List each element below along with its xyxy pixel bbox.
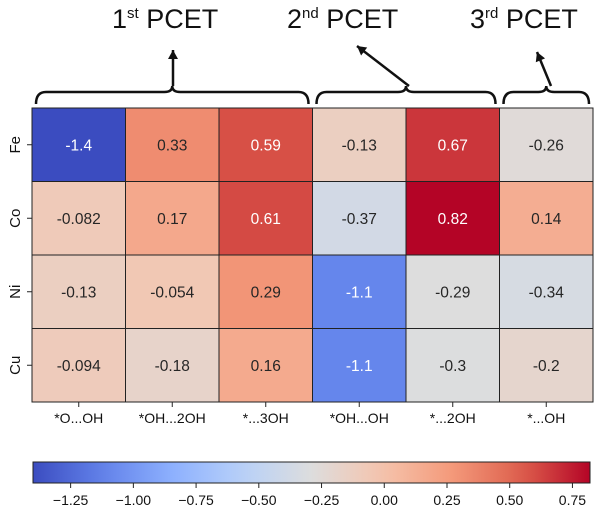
cell-value-label: 0.33 (157, 137, 187, 154)
column-label: *O...OH (54, 410, 103, 426)
group-bracket (502, 85, 591, 105)
heatmap-cell (499, 254, 594, 329)
heatmap-cell (218, 181, 313, 256)
arrow-head (168, 50, 178, 59)
colorbar-tick-label: −0.50 (241, 492, 277, 508)
cell-value-label: 0.59 (251, 137, 281, 154)
header-3rd-pcet: 3rd PCET (470, 4, 578, 35)
arrow-head (535, 52, 546, 63)
cell-value-label: -0.13 (342, 137, 377, 154)
colorbar-tick-label: −1.00 (116, 492, 152, 508)
cell-value-label: 0.82 (438, 211, 468, 228)
colorbar-tick-label: −0.25 (304, 492, 340, 508)
header-1st-pcet: 1st PCET (112, 4, 218, 35)
heatmap-cell (218, 107, 313, 182)
header-text: PCET (318, 4, 399, 34)
header-number: 3 (470, 4, 486, 34)
cell-value-label: 0.67 (438, 137, 468, 154)
colorbar-tick-label: −1.25 (53, 492, 89, 508)
cell-value-label: -1.1 (346, 284, 373, 301)
column-label: *OH...2OH (139, 410, 206, 426)
cell-value-label: -0.2 (533, 358, 560, 375)
arrow-line (356, 45, 410, 87)
colorbar-tick-label: 0.50 (496, 492, 523, 508)
colorbar-tick-label: 0.25 (433, 492, 460, 508)
heatmap-cell (125, 328, 220, 403)
heatmap-cell (499, 181, 594, 256)
cell-value-label: -0.34 (529, 284, 565, 301)
heatmap-cell (125, 254, 220, 329)
heatmap-cell (405, 328, 500, 403)
cell-value-label: -0.094 (57, 358, 101, 375)
column-label: *...OH (527, 410, 565, 426)
cell-value-label: 0.14 (531, 211, 562, 228)
header-number: 2 (287, 4, 303, 34)
cell-value-label: 0.16 (251, 358, 281, 375)
heatmap-cell (499, 107, 594, 182)
row-label: Fe (7, 136, 24, 154)
heatmap-cell (499, 328, 594, 403)
cell-value-label: -0.29 (435, 284, 470, 301)
cell-value-label: -0.26 (529, 137, 564, 154)
cell-value-label: -0.3 (439, 358, 466, 375)
header-2nd-pcet: 2nd PCET (287, 4, 398, 35)
heatmap-cell (405, 107, 500, 182)
cell-value-label: -1.4 (65, 137, 92, 154)
cell-value-label: 0.61 (251, 211, 281, 228)
group-bracket (315, 85, 497, 105)
cell-value-label: -0.13 (61, 284, 96, 301)
column-label: *...3OH (243, 410, 289, 426)
column-label: *OH...OH (330, 410, 389, 426)
cell-value-label: -0.082 (57, 211, 101, 228)
row-label: Cu (7, 356, 24, 375)
column-label: *...2OH (430, 410, 476, 426)
cell-value-label: 0.17 (157, 211, 187, 228)
heatmap-cells: -1.4 0.33 0.59 -0.13 0.67 -0.26 -0.082 0.17 0.61… (31, 107, 594, 403)
header-text: PCET (498, 4, 578, 34)
heatmap-cell (312, 181, 407, 256)
heatmap-cell (405, 181, 500, 256)
colorbar-tick-label: −0.75 (178, 492, 214, 508)
cell-value-label: 0.29 (251, 284, 281, 301)
header-number: 1 (112, 4, 128, 34)
row-label: Co (7, 209, 24, 228)
header-ordinal: rd (485, 5, 499, 22)
header-text: PCET (138, 4, 219, 34)
colorbar-gradient (32, 461, 591, 484)
group-brackets (34, 45, 591, 105)
cell-value-label: -0.054 (150, 284, 194, 301)
heatmap-cell (31, 328, 126, 403)
heatmap-cell (312, 328, 407, 403)
group-bracket (34, 85, 310, 105)
header-ordinal: nd (302, 5, 319, 22)
colorbar-tick-label: 0.00 (371, 492, 398, 508)
heatmap-cell (312, 107, 407, 182)
heatmap-cell (31, 107, 126, 182)
colorbar: −1.25 −1.00 −0.75 −0.50 −0.25 0.00 0.25 0.50 0.7… (32, 461, 591, 508)
cell-value-label: -0.18 (155, 358, 190, 375)
row-label: Ni (7, 285, 24, 299)
row-labels: Fe Co Ni Cu (7, 136, 32, 375)
header-ordinal: st (127, 5, 139, 22)
column-labels: *O...OH *OH...2OH *...3OH *OH...OH *...2OH *.… (54, 402, 565, 426)
heatmap-cell (312, 254, 407, 329)
cell-value-label: -1.1 (346, 358, 373, 375)
colorbar-tick-label: 0.75 (559, 492, 586, 508)
cell-value-label: -0.37 (342, 211, 377, 228)
arrow-head (357, 46, 368, 56)
